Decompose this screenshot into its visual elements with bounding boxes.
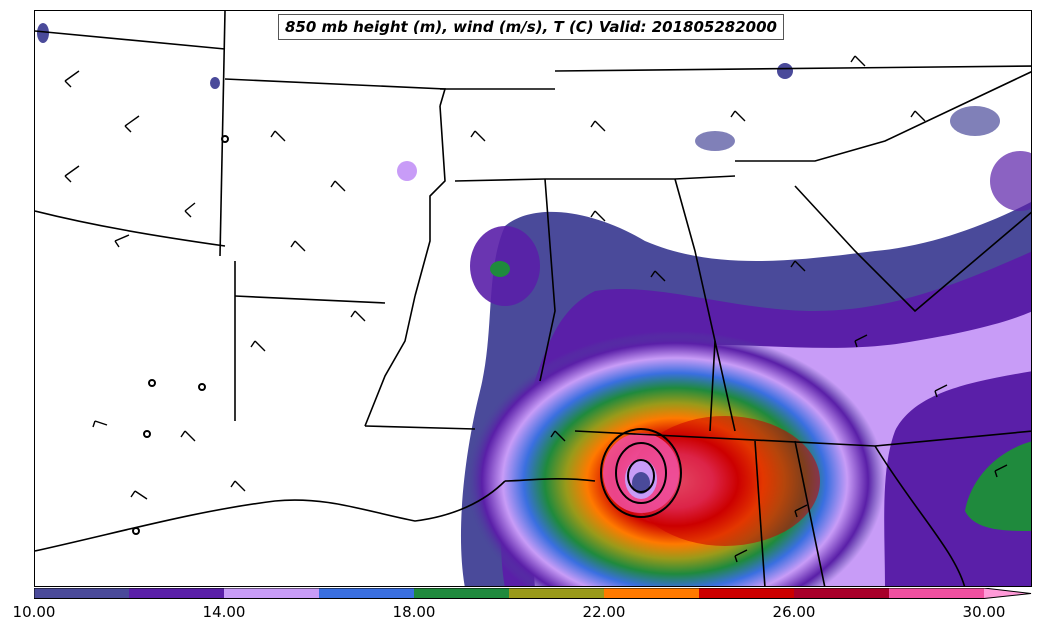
colorbar-tick-label: 18.00: [392, 603, 436, 621]
colorbar-segment: [794, 588, 890, 599]
colorbar-segment: [604, 588, 700, 599]
colorbar-tick-label: 30.00: [962, 603, 1006, 621]
colorbar-extend-arrow: [984, 588, 1032, 599]
colorbar-segment: [699, 588, 795, 599]
colorbar-segment: [34, 588, 130, 599]
temperature-fill: [37, 23, 1031, 586]
colorbar-segment: [319, 588, 415, 599]
colorbar-segment: [889, 588, 985, 599]
colorbar-tick-label: 26.00: [772, 603, 816, 621]
colorbar-outline: [34, 588, 1032, 599]
colorbar-tick-label: 22.00: [582, 603, 626, 621]
map-title: 850 mb height (m), wind (m/s), T (C) Val…: [278, 14, 784, 40]
colorbar: [34, 588, 1032, 599]
colorbar-tick-label: 14.00: [202, 603, 246, 621]
colorbar-segment: [414, 588, 510, 599]
colorbar-segment: [129, 588, 225, 599]
height-contours: [132, 135, 682, 535]
colorbar-tick-label: 10.00: [12, 603, 56, 621]
map-panel: [34, 10, 1032, 587]
wind-barbs: [64, 55, 1008, 563]
state-boundaries: [35, 11, 1031, 586]
colorbar-segment: [224, 588, 320, 599]
colorbar-segment: [509, 588, 605, 599]
map-canvas: [35, 11, 1031, 586]
